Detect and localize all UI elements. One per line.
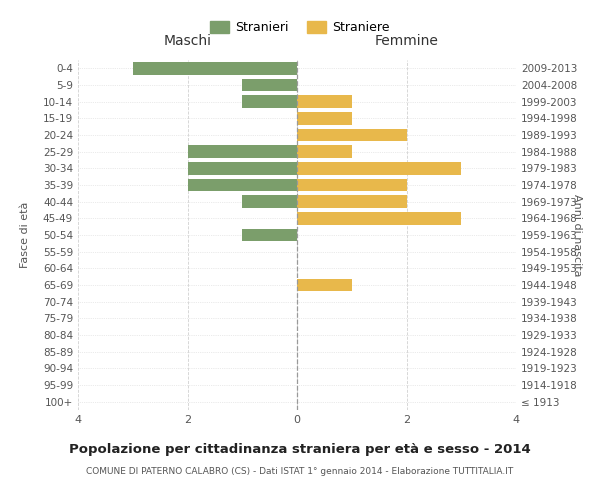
Bar bbox=[297, 179, 407, 192]
Bar bbox=[297, 196, 407, 208]
Bar bbox=[188, 146, 297, 158]
Text: COMUNE DI PATERNO CALABRO (CS) - Dati ISTAT 1° gennaio 2014 - Elaborazione TUTTI: COMUNE DI PATERNO CALABRO (CS) - Dati IS… bbox=[86, 468, 514, 476]
Bar bbox=[297, 146, 352, 158]
Bar bbox=[188, 179, 297, 192]
Bar bbox=[242, 229, 297, 241]
Bar bbox=[297, 129, 407, 141]
Bar bbox=[133, 62, 297, 74]
Bar bbox=[242, 96, 297, 108]
Legend: Stranieri, Straniere: Stranieri, Straniere bbox=[205, 16, 395, 40]
Bar bbox=[297, 112, 352, 124]
Bar bbox=[297, 96, 352, 108]
Text: Fasce di età: Fasce di età bbox=[20, 202, 31, 268]
Text: Femmine: Femmine bbox=[374, 34, 439, 48]
Bar bbox=[297, 279, 352, 291]
Text: Maschi: Maschi bbox=[164, 34, 212, 48]
Text: Popolazione per cittadinanza straniera per età e sesso - 2014: Popolazione per cittadinanza straniera p… bbox=[69, 442, 531, 456]
Bar bbox=[188, 162, 297, 174]
Text: Anni di nascita: Anni di nascita bbox=[572, 194, 583, 276]
Bar bbox=[242, 79, 297, 92]
Bar bbox=[242, 196, 297, 208]
Bar bbox=[297, 212, 461, 224]
Bar bbox=[297, 162, 461, 174]
